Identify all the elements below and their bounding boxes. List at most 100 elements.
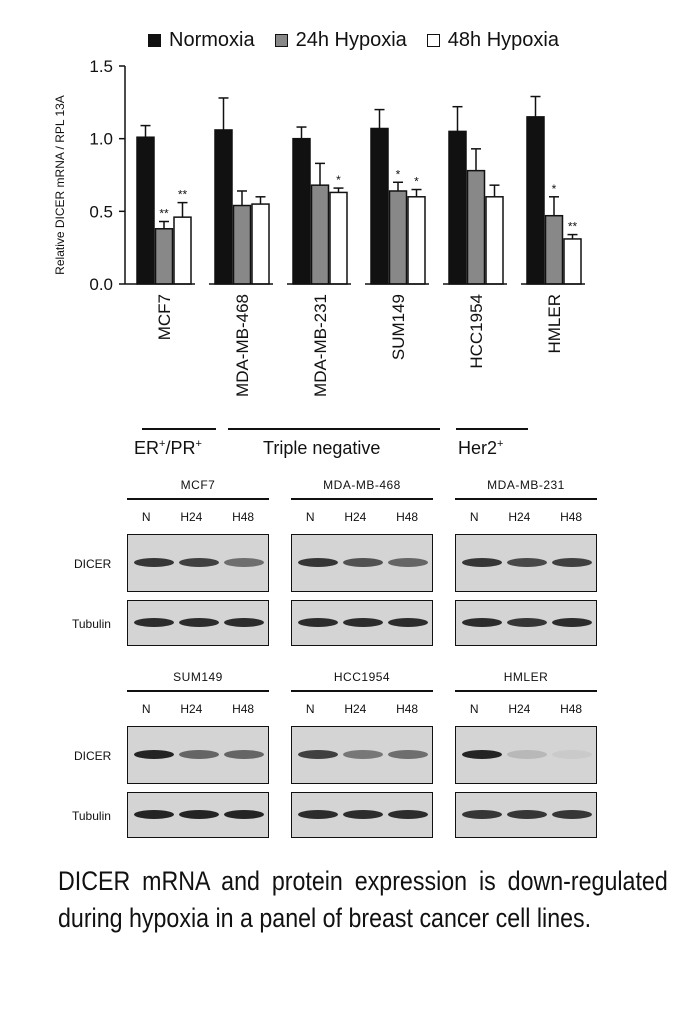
significance-1-5: * bbox=[552, 182, 557, 196]
blot-dicer-box bbox=[455, 534, 597, 592]
blot-panel-title: MDA-MB-231 bbox=[487, 478, 565, 492]
blot-dicer-box bbox=[291, 534, 433, 592]
legend-item-24h-hypoxia: 24h Hypoxia bbox=[274, 29, 407, 52]
dicer-band-n bbox=[298, 558, 338, 567]
tubulin-band-h48 bbox=[388, 810, 428, 819]
legend-swatch-normoxia bbox=[148, 33, 161, 47]
dicer-band-h24 bbox=[343, 558, 383, 567]
y-tick-label-0: 0.0 bbox=[89, 275, 113, 294]
bar-chart: 0.0 0.5 1.0 1.5 Relative DICER mRNA / RPL 13… bbox=[53, 57, 585, 397]
lane-labels: N H24 H48 bbox=[455, 510, 597, 524]
group-label-her2: Her2+ bbox=[458, 438, 503, 459]
category-label-3: SUM149 bbox=[389, 294, 408, 360]
lane-label-n: N bbox=[305, 510, 315, 524]
bar-0-3 bbox=[370, 127, 389, 285]
legend-item-normoxia: Normoxia bbox=[148, 29, 255, 52]
tubulin-band-h24 bbox=[343, 618, 383, 627]
tubulin-band-h48 bbox=[552, 810, 592, 819]
tubulin-band-n bbox=[134, 810, 174, 819]
significance-2-5: ** bbox=[568, 220, 578, 234]
tubulin-band-n bbox=[298, 810, 338, 819]
western-blot-panels: MCF7 N H24 H48 MDA-MB-468 N H24 H48 MDA-MB-231 N H… bbox=[0, 478, 699, 848]
lane-label-h24: H24 bbox=[344, 510, 367, 524]
blot-panel-rule bbox=[455, 690, 597, 692]
group-line-er-pr bbox=[142, 428, 216, 430]
blot-dicer-box bbox=[455, 726, 597, 784]
lane-label-h48: H48 bbox=[560, 702, 583, 716]
significance-2-0: ** bbox=[178, 188, 188, 202]
bar-1-1 bbox=[232, 204, 252, 285]
lane-label-h48: H48 bbox=[396, 510, 419, 524]
bar-2-0 bbox=[173, 216, 192, 285]
blot-panel-sum149: SUM149 N H24 H48 bbox=[127, 670, 269, 850]
dicer-band-n bbox=[298, 750, 338, 759]
blot-panel-rule bbox=[455, 498, 597, 500]
cell-line-groups: ER+/PR+ Triple negative Her2+ bbox=[0, 418, 699, 468]
tubulin-band-h24 bbox=[179, 810, 219, 819]
row-label-dicer: DICER bbox=[74, 749, 112, 763]
bar-0-1 bbox=[214, 129, 233, 285]
dicer-band-h24 bbox=[507, 750, 547, 759]
row-label-tubulin: Tubulin bbox=[72, 809, 111, 823]
category-label-1: MDA-MB-468 bbox=[233, 294, 252, 397]
blot-panel-rule bbox=[127, 498, 269, 500]
bar-2-2 bbox=[329, 191, 348, 285]
tubulin-band-n bbox=[462, 810, 502, 819]
blot-panel-hcc1954: HCC1954 N H24 H48 bbox=[291, 670, 433, 850]
bar-1-5 bbox=[544, 214, 564, 285]
tubulin-band-h24 bbox=[507, 810, 547, 819]
dicer-band-n bbox=[134, 558, 174, 567]
dicer-band-h48 bbox=[552, 750, 592, 759]
tubulin-band-h48 bbox=[388, 618, 428, 627]
lane-label-h48: H48 bbox=[232, 510, 255, 524]
blot-panel-hmler: HMLER N H24 H48 bbox=[455, 670, 597, 850]
lane-label-h24: H24 bbox=[508, 702, 531, 716]
dicer-band-h48 bbox=[552, 558, 592, 567]
lane-label-n: N bbox=[469, 702, 479, 716]
legend-swatch-24h-hypoxia bbox=[274, 33, 288, 47]
group-line-triple-negative bbox=[228, 428, 440, 430]
lane-label-h24: H24 bbox=[508, 510, 531, 524]
lane-label-h24: H24 bbox=[180, 510, 203, 524]
category-label-0: MCF7 bbox=[155, 294, 174, 340]
dicer-band-h24 bbox=[343, 750, 383, 759]
blot-tubulin-box bbox=[291, 792, 433, 838]
category-label-5: HMLER bbox=[545, 294, 564, 354]
lane-labels: N H24 H48 bbox=[455, 702, 597, 716]
blot-tubulin-box bbox=[455, 600, 597, 646]
lane-labels: N H24 H48 bbox=[291, 702, 433, 716]
lane-label-n: N bbox=[469, 510, 479, 524]
bar-2-4 bbox=[485, 196, 504, 285]
blot-panel-title: HCC1954 bbox=[333, 670, 391, 684]
blot-panel-mda-mb-468: MDA-MB-468 N H24 H48 bbox=[291, 478, 433, 658]
group-label-er-sup: + bbox=[159, 438, 166, 450]
bar-2-5 bbox=[563, 238, 582, 285]
bar-1-4 bbox=[466, 169, 486, 285]
blot-panel-title: MCF7 bbox=[180, 478, 216, 492]
tubulin-band-n bbox=[462, 618, 502, 627]
legend-label-normoxia: Normoxia bbox=[169, 28, 255, 51]
lane-labels: N H24 H48 bbox=[291, 510, 433, 524]
tubulin-band-h24 bbox=[507, 618, 547, 627]
significance-1-3: * bbox=[396, 167, 401, 181]
bar-0-2 bbox=[292, 137, 311, 285]
group-label-er-pr: ER+/PR+ bbox=[134, 438, 202, 459]
row-label-tubulin: Tubulin bbox=[72, 617, 111, 631]
group-label-pr-text: /PR bbox=[165, 438, 196, 458]
bar-2-3 bbox=[407, 196, 426, 285]
bar-1-2 bbox=[310, 184, 330, 285]
group-label-her2-text: Her2 bbox=[458, 438, 498, 458]
significance-2-2: * bbox=[336, 173, 341, 187]
lane-labels: N H24 H48 bbox=[127, 510, 269, 524]
lane-label-h48: H48 bbox=[560, 510, 583, 524]
blot-tubulin-box bbox=[455, 792, 597, 838]
lane-label-h24: H24 bbox=[344, 702, 367, 716]
dicer-band-h24 bbox=[507, 558, 547, 567]
dicer-band-h24 bbox=[179, 750, 219, 759]
y-axis-label: Relative DICER mRNA / RPL 13A bbox=[53, 95, 67, 275]
blot-panel-mda-mb-231: MDA-MB-231 N H24 H48 bbox=[455, 478, 597, 658]
category-label-2: MDA-MB-231 bbox=[311, 294, 330, 397]
bar-1-0 bbox=[154, 228, 174, 285]
blot-tubulin-box bbox=[291, 600, 433, 646]
dicer-band-h48 bbox=[388, 558, 428, 567]
